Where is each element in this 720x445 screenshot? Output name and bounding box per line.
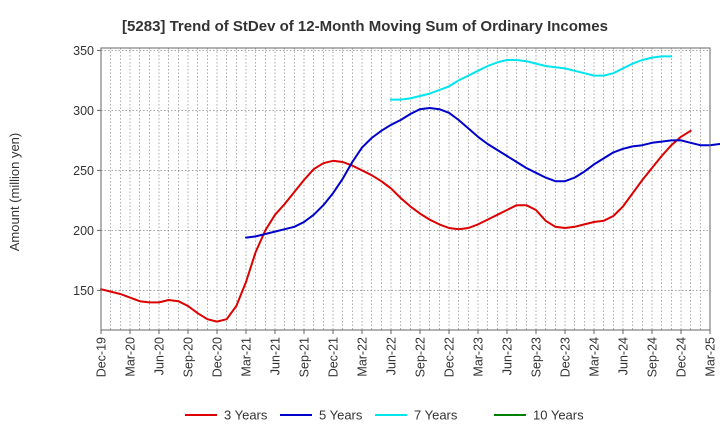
x-tick-label: Dec-20 xyxy=(211,337,225,377)
x-tick-label: Sep-21 xyxy=(298,337,312,377)
y-tick-label: 350 xyxy=(73,44,94,58)
legend-label-3-years: 3 Years xyxy=(224,408,268,423)
x-tick-label: Mar-25 xyxy=(704,337,718,377)
series-line-3-years xyxy=(100,129,692,323)
y-axis-label: Amount (million yen) xyxy=(7,133,22,252)
x-tick-label: Sep-23 xyxy=(530,337,544,377)
legend: 3 Years 5 Years 7 Years 10 Years xyxy=(185,408,584,423)
x-tick-label: Dec-22 xyxy=(443,337,457,377)
x-tick-label: Dec-23 xyxy=(559,337,573,377)
x-tick-label: Jun-23 xyxy=(501,337,515,375)
y-tick-label: 300 xyxy=(73,104,94,118)
x-tick-label: Dec-21 xyxy=(327,337,341,377)
plot-area-frame xyxy=(100,47,711,331)
y-tick-label: 250 xyxy=(73,164,94,178)
x-tick-label: Mar-24 xyxy=(588,337,602,377)
x-tick-label: Mar-22 xyxy=(356,337,370,377)
x-tick-label: Sep-20 xyxy=(182,337,196,377)
x-tick-label: Mar-21 xyxy=(240,337,254,377)
x-tick-label: Jun-21 xyxy=(269,337,283,375)
plot-lines xyxy=(100,55,720,323)
series-line-7-years xyxy=(390,55,673,101)
x-tick-label: Mar-23 xyxy=(472,337,486,377)
x-tick-label: Jun-24 xyxy=(617,337,631,375)
grid-lines xyxy=(101,48,710,330)
chart-title: [5283] Trend of StDev of 12-Month Moving… xyxy=(122,18,608,35)
x-tick-label: Jun-22 xyxy=(385,337,399,375)
x-tick-label: Sep-24 xyxy=(646,337,660,377)
y-tick-labels: 150 200 250 300 350 xyxy=(73,44,101,298)
x-tick-label: Jun-20 xyxy=(153,337,167,375)
legend-label-5-years: 5 Years xyxy=(319,408,363,423)
legend-label-10-years: 10 Years xyxy=(533,408,584,423)
x-tick-label: Mar-20 xyxy=(124,337,138,377)
y-tick-label: 150 xyxy=(73,284,94,298)
x-tick-label: Sep-22 xyxy=(414,337,428,377)
y-tick-label: 200 xyxy=(73,224,94,238)
x-tick-label: Dec-24 xyxy=(675,337,689,377)
x-tick-label: Dec-19 xyxy=(95,337,109,377)
legend-label-7-years: 7 Years xyxy=(414,408,458,423)
series-line-5-years xyxy=(245,107,720,239)
x-tick-labels: Dec-19 Mar-20 Jun-20 Sep-20 Dec-20 Mar-21 Jun-… xyxy=(95,330,718,377)
